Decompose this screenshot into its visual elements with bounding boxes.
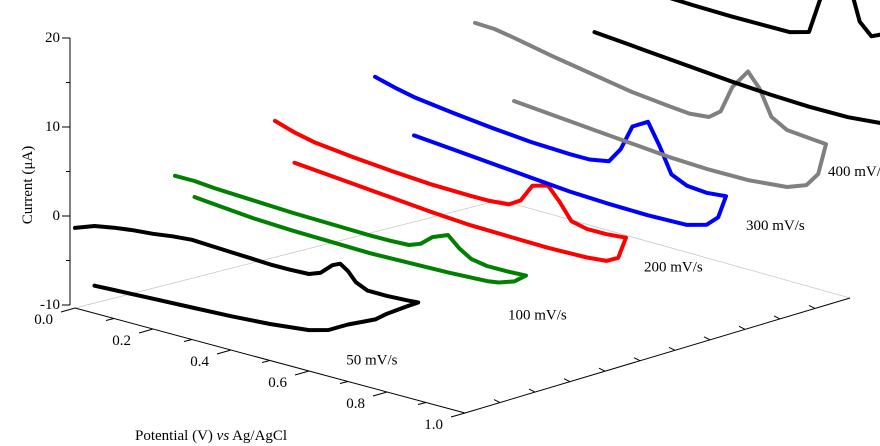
floor-back-line bbox=[74, 199, 501, 309]
x-tick-label: 0.4 bbox=[190, 354, 209, 370]
x-tick-mark bbox=[450, 412, 466, 418]
series-label-100-mv-s: 100 mV/s bbox=[508, 308, 567, 324]
depth-tick-mark bbox=[773, 315, 781, 320]
x-tick-label: 0.2 bbox=[112, 333, 131, 349]
x-tick-mark bbox=[138, 328, 154, 334]
z-tick-label: 0 bbox=[53, 208, 61, 224]
y-axis-title: Current (μA) bbox=[20, 146, 36, 224]
depth-tick-mark bbox=[563, 378, 571, 383]
x-minor-tick bbox=[339, 381, 349, 384]
series-curve-300-mv-s bbox=[373, 74, 728, 227]
x-tick-label: 1.0 bbox=[424, 417, 443, 433]
voltammogram-curves bbox=[73, 0, 880, 333]
series-curve-500-mv-s bbox=[592, 0, 880, 125]
depth-tick-mark bbox=[633, 357, 641, 362]
scan-rate-axis-line bbox=[464, 297, 851, 414]
x-tick-mark bbox=[372, 391, 388, 397]
x-axis-title-prefix: Potential (V) bbox=[135, 428, 217, 444]
x-axis-title-suffix: Ag/AgCl bbox=[229, 428, 287, 444]
x-tick-mark bbox=[216, 349, 232, 355]
series-label-50-mv-s: 50 mV/s bbox=[346, 353, 397, 369]
x-tick-label: 0.8 bbox=[346, 396, 365, 412]
potential-axis-ticks: 0.0 0.2 0.4 0.6 0.8 1.0 bbox=[34, 307, 466, 433]
series-label-300-mv-s: 300 mV/s bbox=[746, 218, 805, 234]
depth-tick-mark bbox=[493, 399, 501, 403]
x-minor-tick bbox=[261, 360, 271, 363]
x-minor-tick bbox=[417, 402, 427, 405]
depth-tick-mark bbox=[528, 388, 536, 393]
x-tick-mark bbox=[60, 307, 76, 313]
depth-tick-mark bbox=[703, 336, 711, 341]
x-tick-mark bbox=[294, 370, 310, 376]
x-tick-label: 0.0 bbox=[34, 312, 53, 328]
x-tick-label: 0.6 bbox=[268, 375, 287, 391]
series-curve-100-mv-s bbox=[173, 173, 528, 285]
floor-right-line bbox=[499, 199, 851, 299]
series-curve-400-mv-s bbox=[473, 20, 828, 189]
depth-tick-mark bbox=[598, 367, 606, 372]
series-curve-200-mv-s bbox=[273, 118, 628, 263]
depth-tick-mark bbox=[668, 346, 676, 351]
x-axis-title: Potential (V) vs Ag/AgCl bbox=[135, 428, 287, 444]
x-minor-tick bbox=[183, 339, 193, 342]
z-tick-label: -10 bbox=[40, 297, 60, 313]
x-axis-title-vs: vs bbox=[217, 428, 230, 444]
depth-tick-mark bbox=[808, 305, 816, 309]
series-label-200-mv-s: 200 mV/s bbox=[644, 260, 703, 276]
z-tick-label: 10 bbox=[45, 119, 60, 135]
z-tick-label: 20 bbox=[45, 30, 60, 46]
series-curve-50-mv-s bbox=[73, 224, 421, 333]
current-axis-ticks: 20 10 0 -10 bbox=[40, 30, 70, 313]
scan-rate-axis-ticks bbox=[493, 305, 816, 403]
series-label-400-mv-s: 400 mV/s bbox=[828, 164, 880, 180]
x-minor-tick bbox=[105, 318, 115, 321]
depth-tick-mark bbox=[738, 325, 746, 330]
